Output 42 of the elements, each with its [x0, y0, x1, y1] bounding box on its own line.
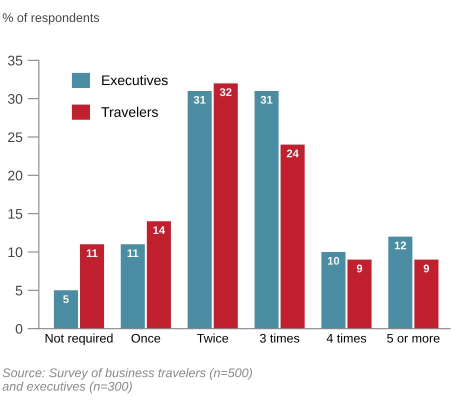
bar	[347, 260, 372, 329]
y-axis-title: % of respondents	[2, 12, 100, 25]
bar	[120, 244, 145, 329]
legend-label: Travelers	[101, 106, 158, 117]
x-tick-label: 3 times	[260, 334, 300, 343]
data-label: 5	[63, 295, 69, 304]
x-tick-label: Not required	[46, 334, 113, 346]
data-label: 9	[424, 264, 430, 272]
data-label: 11	[86, 249, 98, 257]
bar	[254, 90, 279, 329]
x-tick-label: 4 times	[326, 334, 366, 343]
legend-label: Executives	[102, 74, 168, 86]
data-label: 14	[153, 226, 166, 234]
y-tick-label: 0	[16, 324, 22, 334]
x-tick-label: 5 or more	[387, 334, 440, 343]
data-label: 31	[260, 96, 272, 104]
y-tick-label: 35	[8, 56, 22, 66]
data-label: 12	[394, 242, 406, 250]
data-label: 31	[194, 96, 206, 104]
y-tick-label: 5	[16, 286, 22, 296]
bar	[80, 244, 104, 329]
data-label: 10	[328, 256, 340, 265]
y-tick-label: 25	[8, 132, 22, 142]
bar	[414, 260, 438, 329]
data-label: 9	[356, 264, 362, 272]
data-label: 24	[286, 150, 299, 158]
source-note: Source: Survey of business travelers (n=500) and executives (n=300)	[2, 368, 252, 394]
x-tick-label: Twice	[197, 334, 228, 343]
data-label: 11	[128, 249, 138, 257]
y-tick-label: 15	[8, 209, 22, 219]
y-tick-label: 10	[8, 247, 22, 258]
bar	[54, 290, 78, 329]
y-tick-label: 30	[8, 94, 22, 104]
data-label: 32	[220, 88, 232, 96]
bar	[388, 236, 412, 329]
bar	[146, 221, 171, 329]
bar	[321, 252, 346, 329]
bar	[214, 83, 238, 329]
x-tick-label: Once	[132, 334, 160, 343]
y-tick-label: 20	[8, 170, 22, 180]
bar	[188, 90, 212, 329]
bar	[280, 144, 305, 329]
